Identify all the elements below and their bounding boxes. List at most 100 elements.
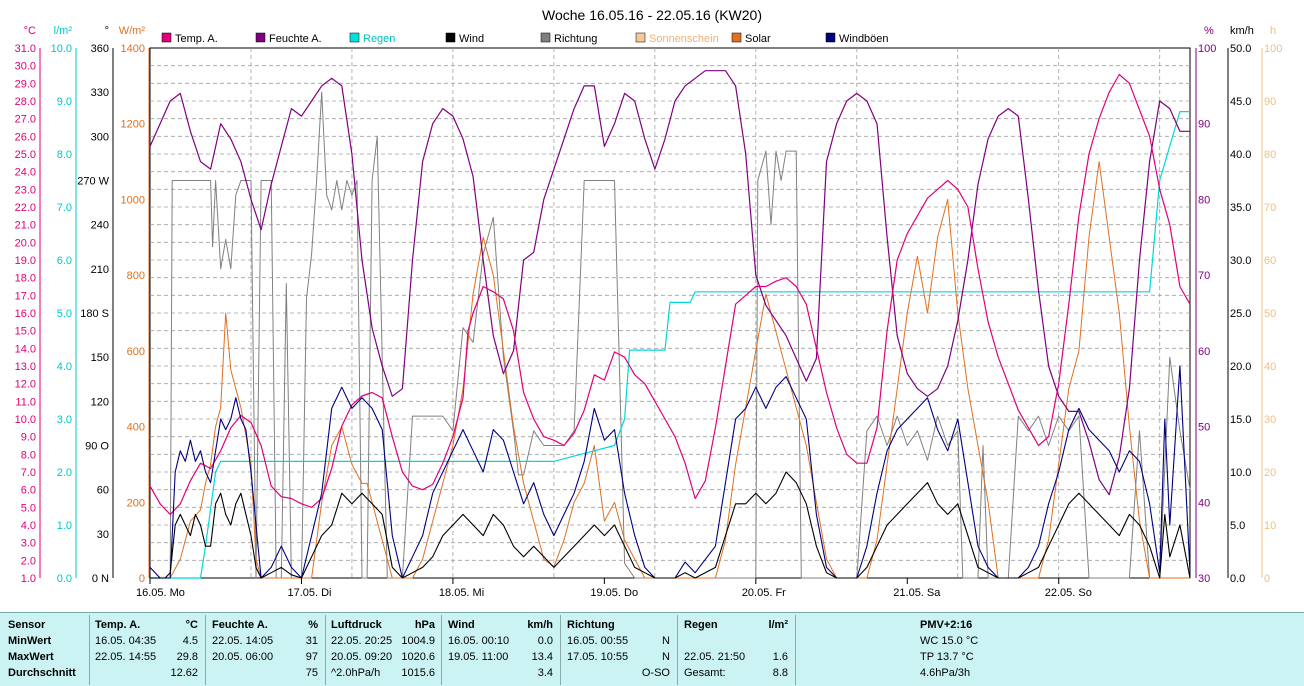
temp-axis-tick-label: 3.0 — [21, 538, 36, 550]
x-day-label: 17.05. Di — [287, 587, 331, 599]
rain-max-value: 1.6 — [772, 651, 788, 663]
rain-axis-tick-label: 0.0 — [57, 573, 72, 585]
hum-min-time: 22.05. 14:05 — [212, 635, 274, 647]
temp-axis-tick-label: 5.0 — [21, 502, 36, 514]
rain-total-value: 8.8 — [772, 667, 788, 679]
direction-axis-unit: ° — [105, 25, 109, 37]
col-unit-temp: °C — [185, 619, 198, 631]
solar-axis-tick-label: 800 — [127, 270, 145, 282]
direction-axis-tick-label: 150 — [91, 352, 109, 364]
legend-label: Regen — [363, 33, 395, 45]
col-header-temp: Temp. A. — [95, 619, 141, 631]
col-separator — [441, 615, 442, 685]
rain-axis-tick-label: 7.0 — [57, 202, 72, 214]
wind-axis-tick-label: 35.0 — [1230, 202, 1251, 214]
sun-axis-tick-label: 10 — [1264, 520, 1276, 532]
wind-axis-tick-label: 25.0 — [1230, 308, 1251, 320]
wind-axis-tick-label: 5.0 — [1230, 520, 1245, 532]
direction-axis-tick-label: 30 — [97, 529, 109, 541]
x-day-label: 16.05. Mo — [136, 587, 185, 599]
press-avg-value: 1015.6 — [401, 667, 435, 679]
legend-label: Windböen — [839, 33, 889, 45]
humidity-axis-tick-label: 70 — [1198, 270, 1210, 282]
wind-axis-unit: km/h — [1230, 25, 1254, 37]
col-separator — [205, 615, 206, 685]
row-label-avg: Durchschnitt — [8, 667, 76, 679]
solar-axis-tick-label: 200 — [127, 497, 145, 509]
sun-axis-unit: h — [1270, 25, 1276, 37]
solar-axis-tick-label: 1000 — [121, 194, 145, 206]
rain-axis-tick-label: 3.0 — [57, 414, 72, 426]
rain-total-label: Gesamt: — [684, 667, 726, 679]
solar-axis-tick-label: 1200 — [121, 119, 145, 131]
temp-min-time: 16.05. 04:35 — [95, 635, 157, 647]
col-unit-humidity: % — [308, 619, 318, 631]
temp-axis-tick-label: 12.0 — [15, 379, 36, 391]
x-axis-day-labels: 16.05. Mo 17.05. Di 18.05. Mi 19.05. Do 20.0… — [136, 578, 1092, 599]
sun-axis-tick-label: 0 — [1264, 573, 1270, 585]
rain-axis-unit: l/m² — [54, 25, 73, 37]
series-wind — [150, 471, 1191, 579]
solar-axis-tick-label: 0 — [139, 573, 145, 585]
temp-axis-tick-label: 14.0 — [15, 343, 36, 355]
temp-max-value: 29.8 — [176, 651, 198, 663]
stats-table: Sensor MinWert MaxWert Durchschnitt Temp… — [0, 612, 1304, 686]
series-temperature — [149, 73, 1191, 515]
legend: Temp. A. Feuchte A. Regen Wind Richtung Sonne… — [161, 32, 889, 45]
rain-axis-tick-label: 9.0 — [57, 96, 72, 108]
legend-label: Feuchte A. — [269, 33, 322, 45]
direction-axis-tick-label: 240 — [91, 220, 109, 232]
row-label-min: MinWert — [8, 635, 52, 647]
col-separator — [89, 615, 90, 685]
temp-axis-tick-label: 13.0 — [15, 361, 36, 373]
wind-min-value: 0.0 — [537, 635, 553, 647]
temp-avg-value: 12.62 — [170, 667, 198, 679]
temp-axis-tick-label: 31.0 — [15, 43, 36, 55]
pmv-pressure-trend: 4.6hPa/3h — [920, 667, 971, 679]
hum-max-time: 20.05. 06:00 — [212, 651, 274, 663]
temp-min-value: 4.5 — [182, 635, 198, 647]
legend-swatch — [255, 32, 266, 43]
col-separator — [795, 615, 796, 685]
rain-axis-tick-label: 2.0 — [57, 467, 72, 479]
temp-axis-tick-label: 11.0 — [15, 396, 36, 408]
direction-axis-tick-label: 180 S — [80, 308, 109, 320]
legend-swatch — [635, 32, 646, 43]
temp-axis-tick-label: 20.0 — [15, 237, 36, 249]
legend-label: Richtung — [554, 33, 597, 45]
solar-axis-tick-label: 400 — [127, 422, 145, 434]
temp-axis-tick-label: 25.0 — [15, 149, 36, 161]
press-max-value: 1020.6 — [401, 651, 435, 663]
temp-axis-tick-label: 2.0 — [21, 555, 36, 567]
rain-axis-tick-label: 5.0 — [57, 308, 72, 320]
sun-axis-tick-label: 20 — [1264, 467, 1276, 479]
wind-axis-tick-label: 30.0 — [1230, 255, 1251, 267]
rain-axis-tick-label: 4.0 — [57, 361, 72, 373]
sun-axis-tick-label: 100 — [1264, 43, 1282, 55]
series-rain — [150, 111, 1190, 579]
temp-axis-tick-label: 17.0 — [15, 290, 36, 302]
grid — [149, 47, 1191, 579]
wind-avg-value: 3.4 — [537, 667, 553, 679]
press-min-time: 22.05. 20:25 — [331, 635, 393, 647]
direction-axis-tick-label: 90 O — [85, 441, 109, 453]
col-header-rain: Regen — [684, 619, 718, 631]
col-header-pmv: PMV+2:16 — [920, 619, 973, 631]
direction-axis-tick-label: 210 — [91, 264, 109, 276]
rain-axis-tick-label: 6.0 — [57, 255, 72, 267]
temp-axis-tick-label: 8.0 — [21, 449, 36, 461]
wind-max-time: 19.05. 11:00 — [448, 651, 509, 663]
solar-axis-tick-label: 600 — [127, 346, 145, 358]
wind-min-time: 16.05. 00:10 — [448, 635, 510, 647]
wind-axis-tick-label: 0.0 — [1230, 573, 1245, 585]
x-day-label: 19.05. Do — [590, 587, 638, 599]
col-header-wind: Wind — [448, 619, 475, 631]
humidity-axis-tick-label: 80 — [1198, 194, 1210, 206]
weather-week-chart: Woche 16.05.16 - 22.05.16 (KW20) °C 1.0 2.… — [15, 7, 1283, 599]
wind-axis-tick-label: 40.0 — [1230, 149, 1251, 161]
humidity-axis-tick-label: 40 — [1198, 497, 1210, 509]
temp-axis-tick-label: 16.0 — [15, 308, 36, 320]
temp-axis-unit: °C — [24, 25, 36, 37]
temp-max-time: 22.05. 14:55 — [95, 651, 157, 663]
direction-axis-tick-label: 270 W — [77, 176, 109, 188]
